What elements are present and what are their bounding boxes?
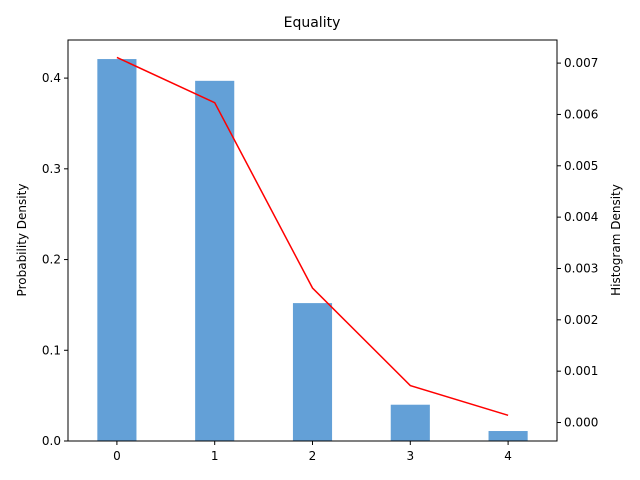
- right-tick-label: 0.006: [564, 107, 598, 121]
- right-tick-label: 0.001: [564, 364, 598, 378]
- bar-4: [488, 431, 528, 441]
- bottom-axis-ticks: 0 1 2 3 4: [113, 441, 512, 463]
- left-axis-ticks: 0.0 0.1 0.2 0.3 0.4: [42, 71, 68, 448]
- y2-axis-label: Histogram Density: [609, 184, 623, 296]
- bar-0: [97, 59, 137, 442]
- bottom-tick-label: 2: [309, 449, 317, 463]
- density-line: [116, 56, 509, 417]
- left-tick-label: 0.3: [42, 162, 61, 176]
- left-tick-label: 0.2: [42, 253, 61, 267]
- line-series: [116, 56, 509, 417]
- right-axis-ticks: 0.000 0.001 0.002 0.003 0.004 0.005 0.006 0.007: [557, 56, 598, 430]
- bar-3: [390, 404, 430, 441]
- left-tick-label: 0.1: [42, 343, 61, 357]
- y-axis-label: Probability Density: [15, 184, 29, 297]
- left-tick-label: 0.4: [42, 71, 61, 85]
- chart-title: Equality: [284, 15, 341, 31]
- bar-series: [97, 59, 528, 442]
- bottom-tick-label: 3: [406, 449, 414, 463]
- right-tick-label: 0.003: [564, 261, 598, 275]
- bottom-tick-label: 4: [504, 449, 512, 463]
- right-tick-label: 0.007: [564, 56, 598, 70]
- bar-2: [292, 303, 333, 441]
- bottom-tick-label: 1: [211, 449, 219, 463]
- right-tick-label: 0.004: [564, 210, 598, 224]
- bar-1: [195, 80, 235, 441]
- right-tick-label: 0.005: [564, 159, 598, 173]
- right-tick-label: 0.002: [564, 313, 598, 327]
- right-tick-label: 0.000: [564, 416, 598, 430]
- left-tick-label: 0.0: [42, 434, 61, 448]
- bottom-tick-label: 0: [113, 449, 121, 463]
